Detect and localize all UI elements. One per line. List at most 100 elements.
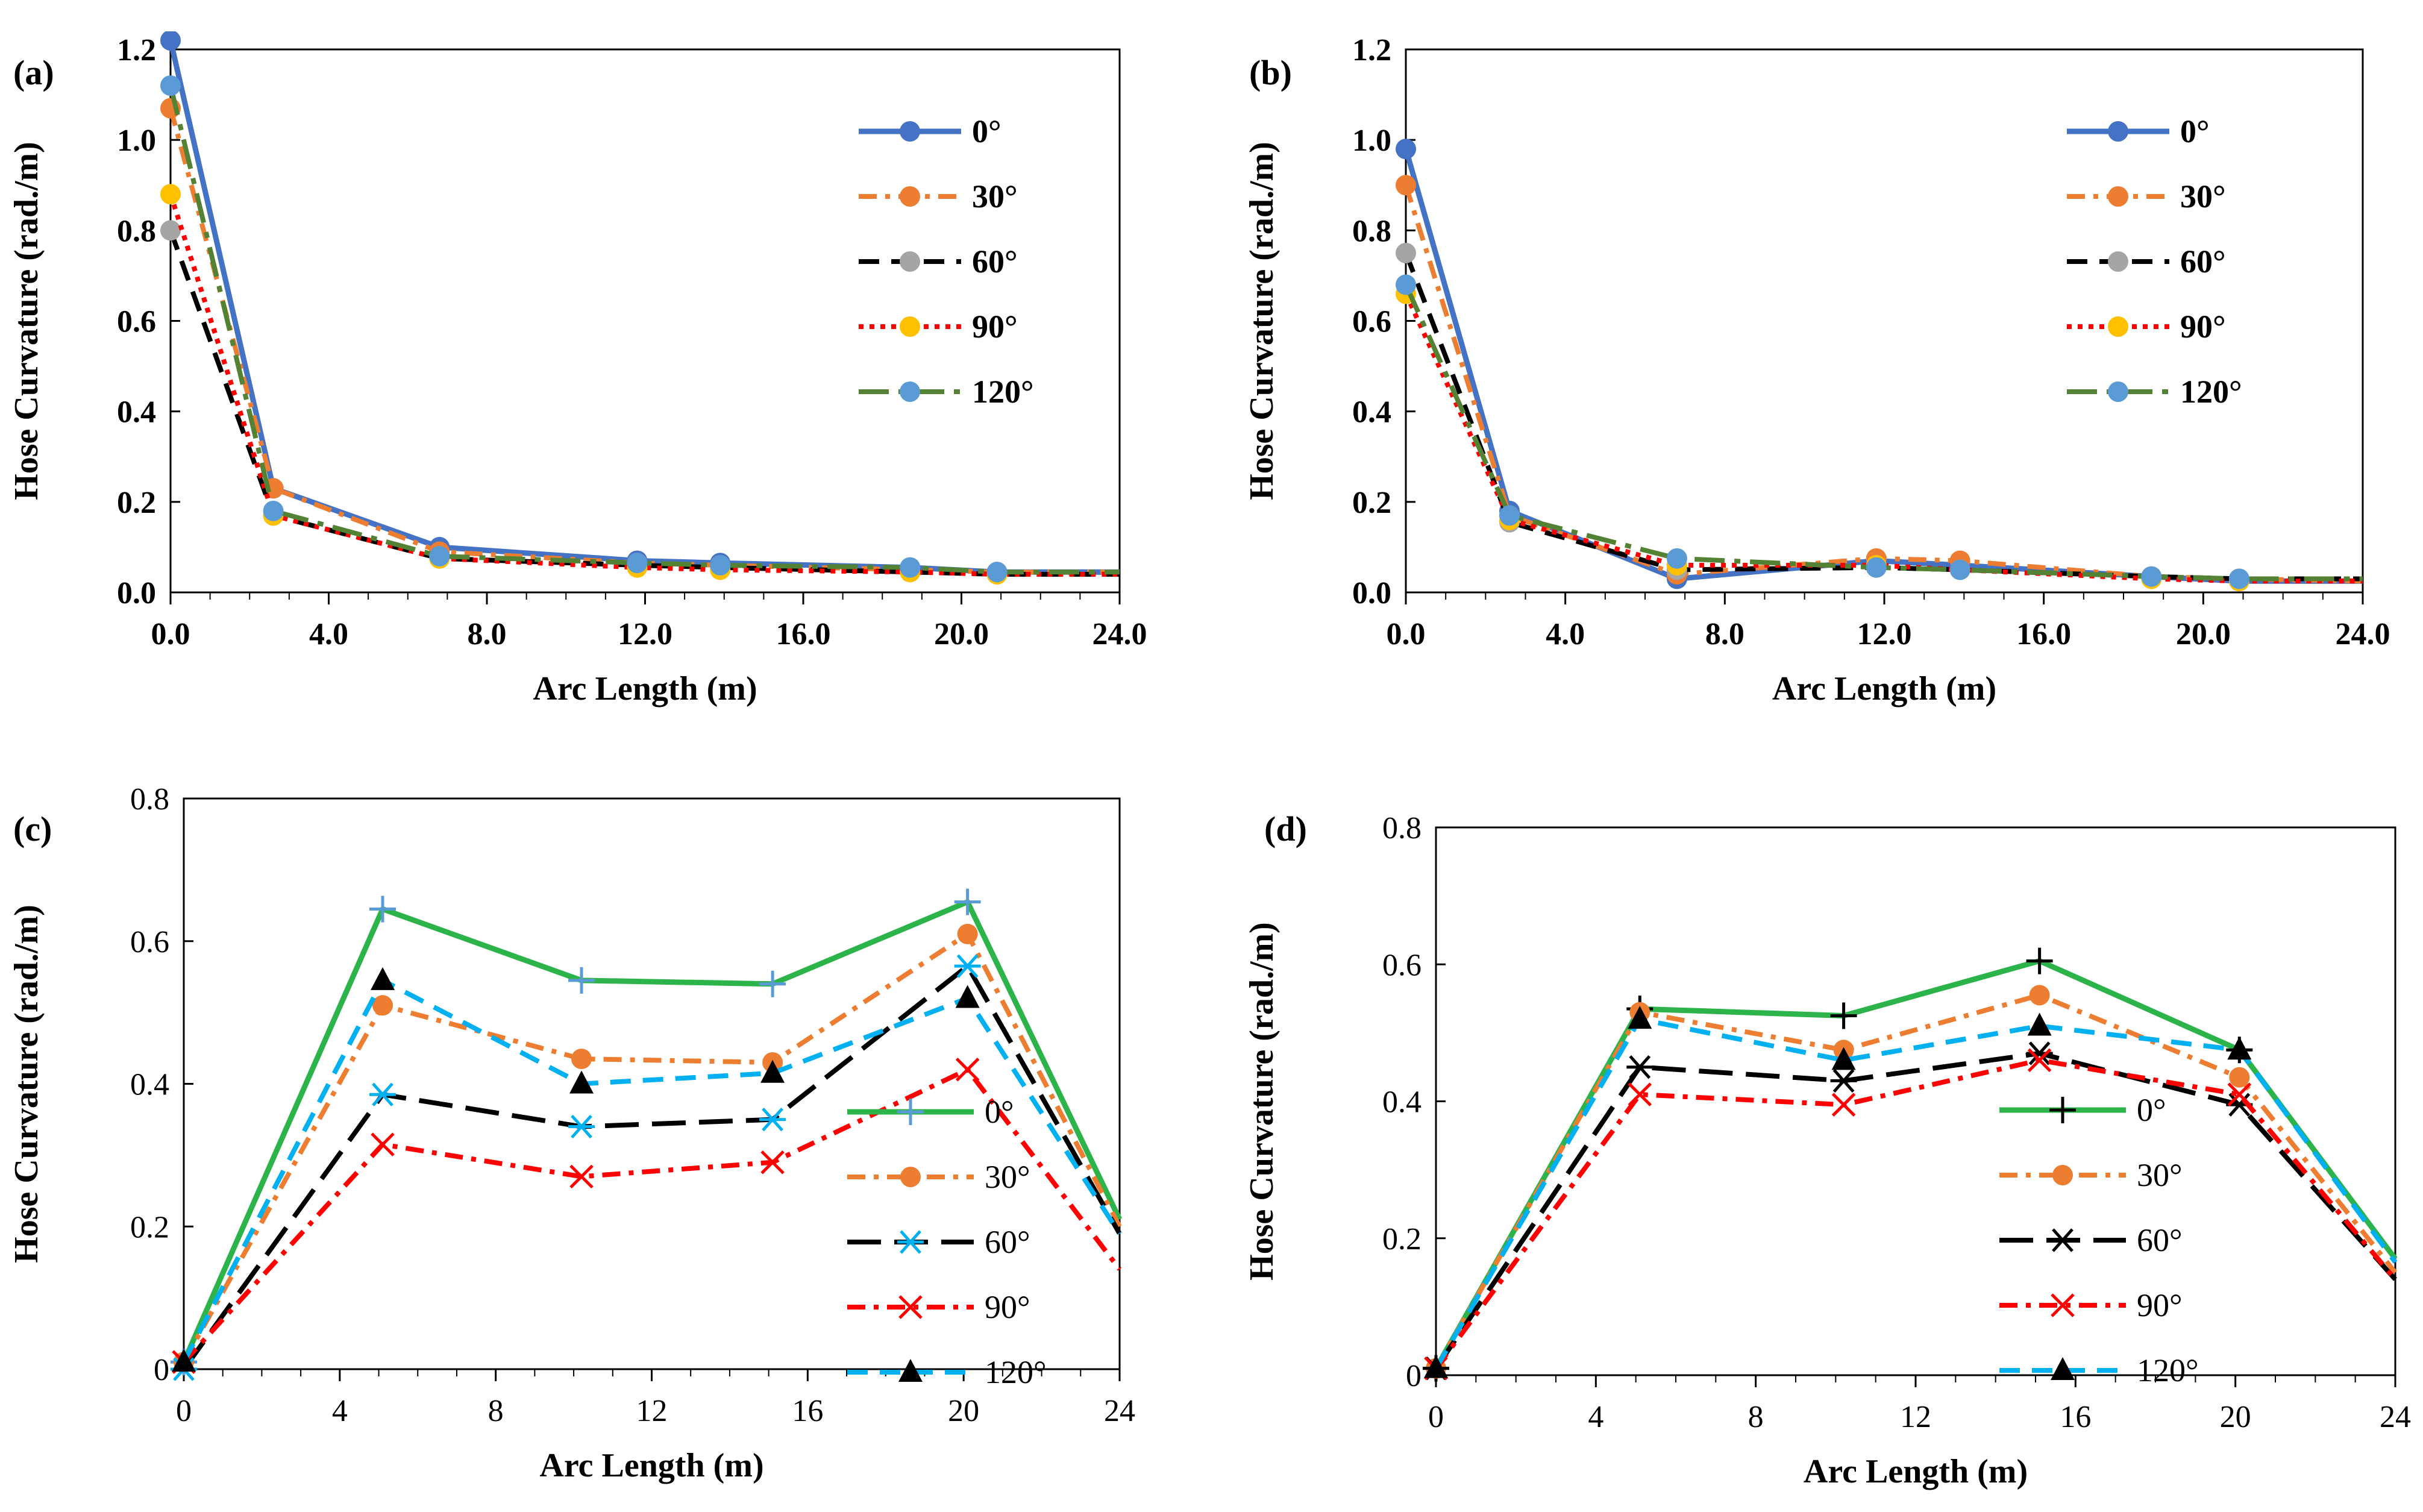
- legend-label-2: 60°: [985, 1224, 1030, 1260]
- series-1: [174, 923, 1122, 1373]
- data-point-1-4: [2229, 1067, 2250, 1088]
- data-point-0-1: [369, 896, 397, 923]
- x-tick-label: 4.0: [309, 617, 348, 651]
- x-axis-title: Arc Length (m): [1772, 670, 1996, 707]
- series-0: [1423, 947, 2398, 1382]
- data-point-4-2: [1831, 1047, 1856, 1070]
- y-tick-label: 0.2: [117, 486, 156, 520]
- data-point-2-2: [1830, 1068, 1857, 1093]
- series-2: [1423, 1041, 2397, 1381]
- data-point-0-0: [1396, 139, 1416, 160]
- data-point-1-4: [957, 923, 978, 944]
- legend-marker-3: [2108, 316, 2128, 337]
- data-point-4-1: [263, 500, 284, 521]
- legend-label-2: 60°: [2137, 1222, 2183, 1258]
- series-2: [1396, 242, 2363, 589]
- x-tick-label: 0: [1428, 1400, 1444, 1434]
- series-4: [160, 75, 1120, 583]
- y-tick-label: 0.6: [130, 925, 169, 959]
- y-tick-label: 1.2: [117, 33, 156, 67]
- series-line-1: [1434, 993, 2398, 1370]
- x-tick-label: 0.0: [151, 617, 190, 651]
- chart-panel-2: (c) 0 0.2 0.4 0.6 0.8 0 4 8 12 16 20 24 Arc Length (m…: [8, 782, 1135, 1484]
- panel-label: (b): [1249, 53, 1292, 92]
- data-point-4-3: [2027, 1012, 2052, 1036]
- data-point-4-0: [1424, 1355, 1448, 1378]
- legend-label-4: 120°: [2180, 374, 2242, 410]
- legend-label-3: 90°: [2137, 1287, 2183, 1323]
- y-tick-label: 0.0: [117, 576, 156, 610]
- data-point-2-2: [568, 1114, 595, 1139]
- data-point-3-2: [1831, 1093, 1856, 1117]
- x-tick-label: 24: [2380, 1400, 2411, 1434]
- data-point-2-1: [369, 1082, 397, 1106]
- y-tick-label: 0.4: [117, 395, 156, 430]
- legend-label-0: 0°: [972, 113, 1001, 149]
- series-line-1: [1403, 184, 2363, 584]
- x-tick-label: 8.0: [468, 617, 507, 651]
- y-tick-label: 0.4: [130, 1068, 169, 1102]
- legend-marker-1: [900, 186, 920, 207]
- y-tick-label: 0.8: [130, 782, 169, 817]
- data-point-4-0: [1396, 274, 1416, 295]
- legend: 0° 30° 60° 90° 120°: [1999, 1092, 2199, 1388]
- data-point-4-3: [627, 553, 648, 574]
- legend-label-2: 60°: [2180, 243, 2226, 280]
- legend-marker-0: [900, 121, 920, 142]
- data-point-2-3: [759, 1108, 786, 1132]
- data-point-1-2: [571, 1049, 592, 1070]
- legend-label-1: 30°: [985, 1159, 1030, 1195]
- series-line-4: [1434, 1017, 2398, 1370]
- series-line-1: [181, 931, 1122, 1364]
- data-point-4-4: [710, 554, 731, 576]
- data-point-4-1: [1628, 1006, 1652, 1029]
- legend-marker-4: [898, 1359, 923, 1382]
- legend: 0° 30° 60° 90° 120°: [847, 1094, 1047, 1390]
- y-tick-label: 0: [1406, 1359, 1422, 1393]
- y-tick-label: 1.0: [1352, 124, 1391, 158]
- series-3: [172, 1058, 1122, 1374]
- panel-label: (d): [1264, 809, 1307, 849]
- series-2: [171, 954, 1122, 1381]
- data-point-4-6: [2228, 568, 2249, 589]
- x-tick-label: 12.0: [618, 617, 672, 651]
- data-point-2-1: [1626, 1055, 1653, 1079]
- legend-label-1: 30°: [2137, 1157, 2183, 1193]
- data-point-1-0: [1396, 175, 1416, 196]
- y-tick-label: 0.8: [117, 214, 156, 248]
- legend-marker-1: [900, 1167, 921, 1187]
- x-tick-label: 12.0: [1857, 617, 1912, 651]
- x-tick-label: 24: [1104, 1394, 1135, 1428]
- legend-label-1: 30°: [2180, 178, 2226, 215]
- data-point-0-2: [568, 967, 595, 994]
- y-tick-label: 1.0: [117, 124, 156, 158]
- y-tick-label: 0.0: [1352, 576, 1391, 610]
- legend-label-1: 30°: [972, 178, 1018, 215]
- legend-marker-2: [897, 1230, 924, 1254]
- data-point-0-3: [759, 970, 786, 997]
- series-line-2: [181, 964, 1122, 1371]
- series-0: [171, 888, 1123, 1376]
- legend-marker-3: [898, 1295, 923, 1319]
- data-point-0-0: [160, 31, 181, 51]
- y-axis-title: Hose Curvature (rad./m): [8, 142, 45, 500]
- series-line-4: [168, 85, 1120, 575]
- legend-marker-3: [900, 316, 920, 337]
- x-tick-label: 16: [2060, 1400, 2091, 1434]
- series-4: [1424, 1006, 2398, 1378]
- data-point-4-4: [955, 985, 980, 1008]
- data-point-4-1: [1499, 505, 1520, 526]
- data-point-4-5: [2141, 566, 2162, 587]
- data-point-3-3: [760, 1150, 785, 1175]
- x-tick-label: 4: [332, 1394, 348, 1428]
- legend-marker-3: [2051, 1293, 2075, 1317]
- data-point-3-1: [371, 1132, 395, 1156]
- data-point-1-3: [2029, 985, 2050, 1006]
- legend-marker-4: [2051, 1357, 2075, 1380]
- legend-label-4: 120°: [972, 374, 1034, 410]
- legend-marker-4: [900, 381, 920, 402]
- series-line-4: [181, 977, 1122, 1364]
- legend-label-0: 0°: [985, 1094, 1014, 1130]
- chart-panel-0: (a) 0.0 0.2 0.4 0.6 0.8 1.0 1.2 0.0 4.0 8.0 12.0 16.…: [8, 31, 1147, 707]
